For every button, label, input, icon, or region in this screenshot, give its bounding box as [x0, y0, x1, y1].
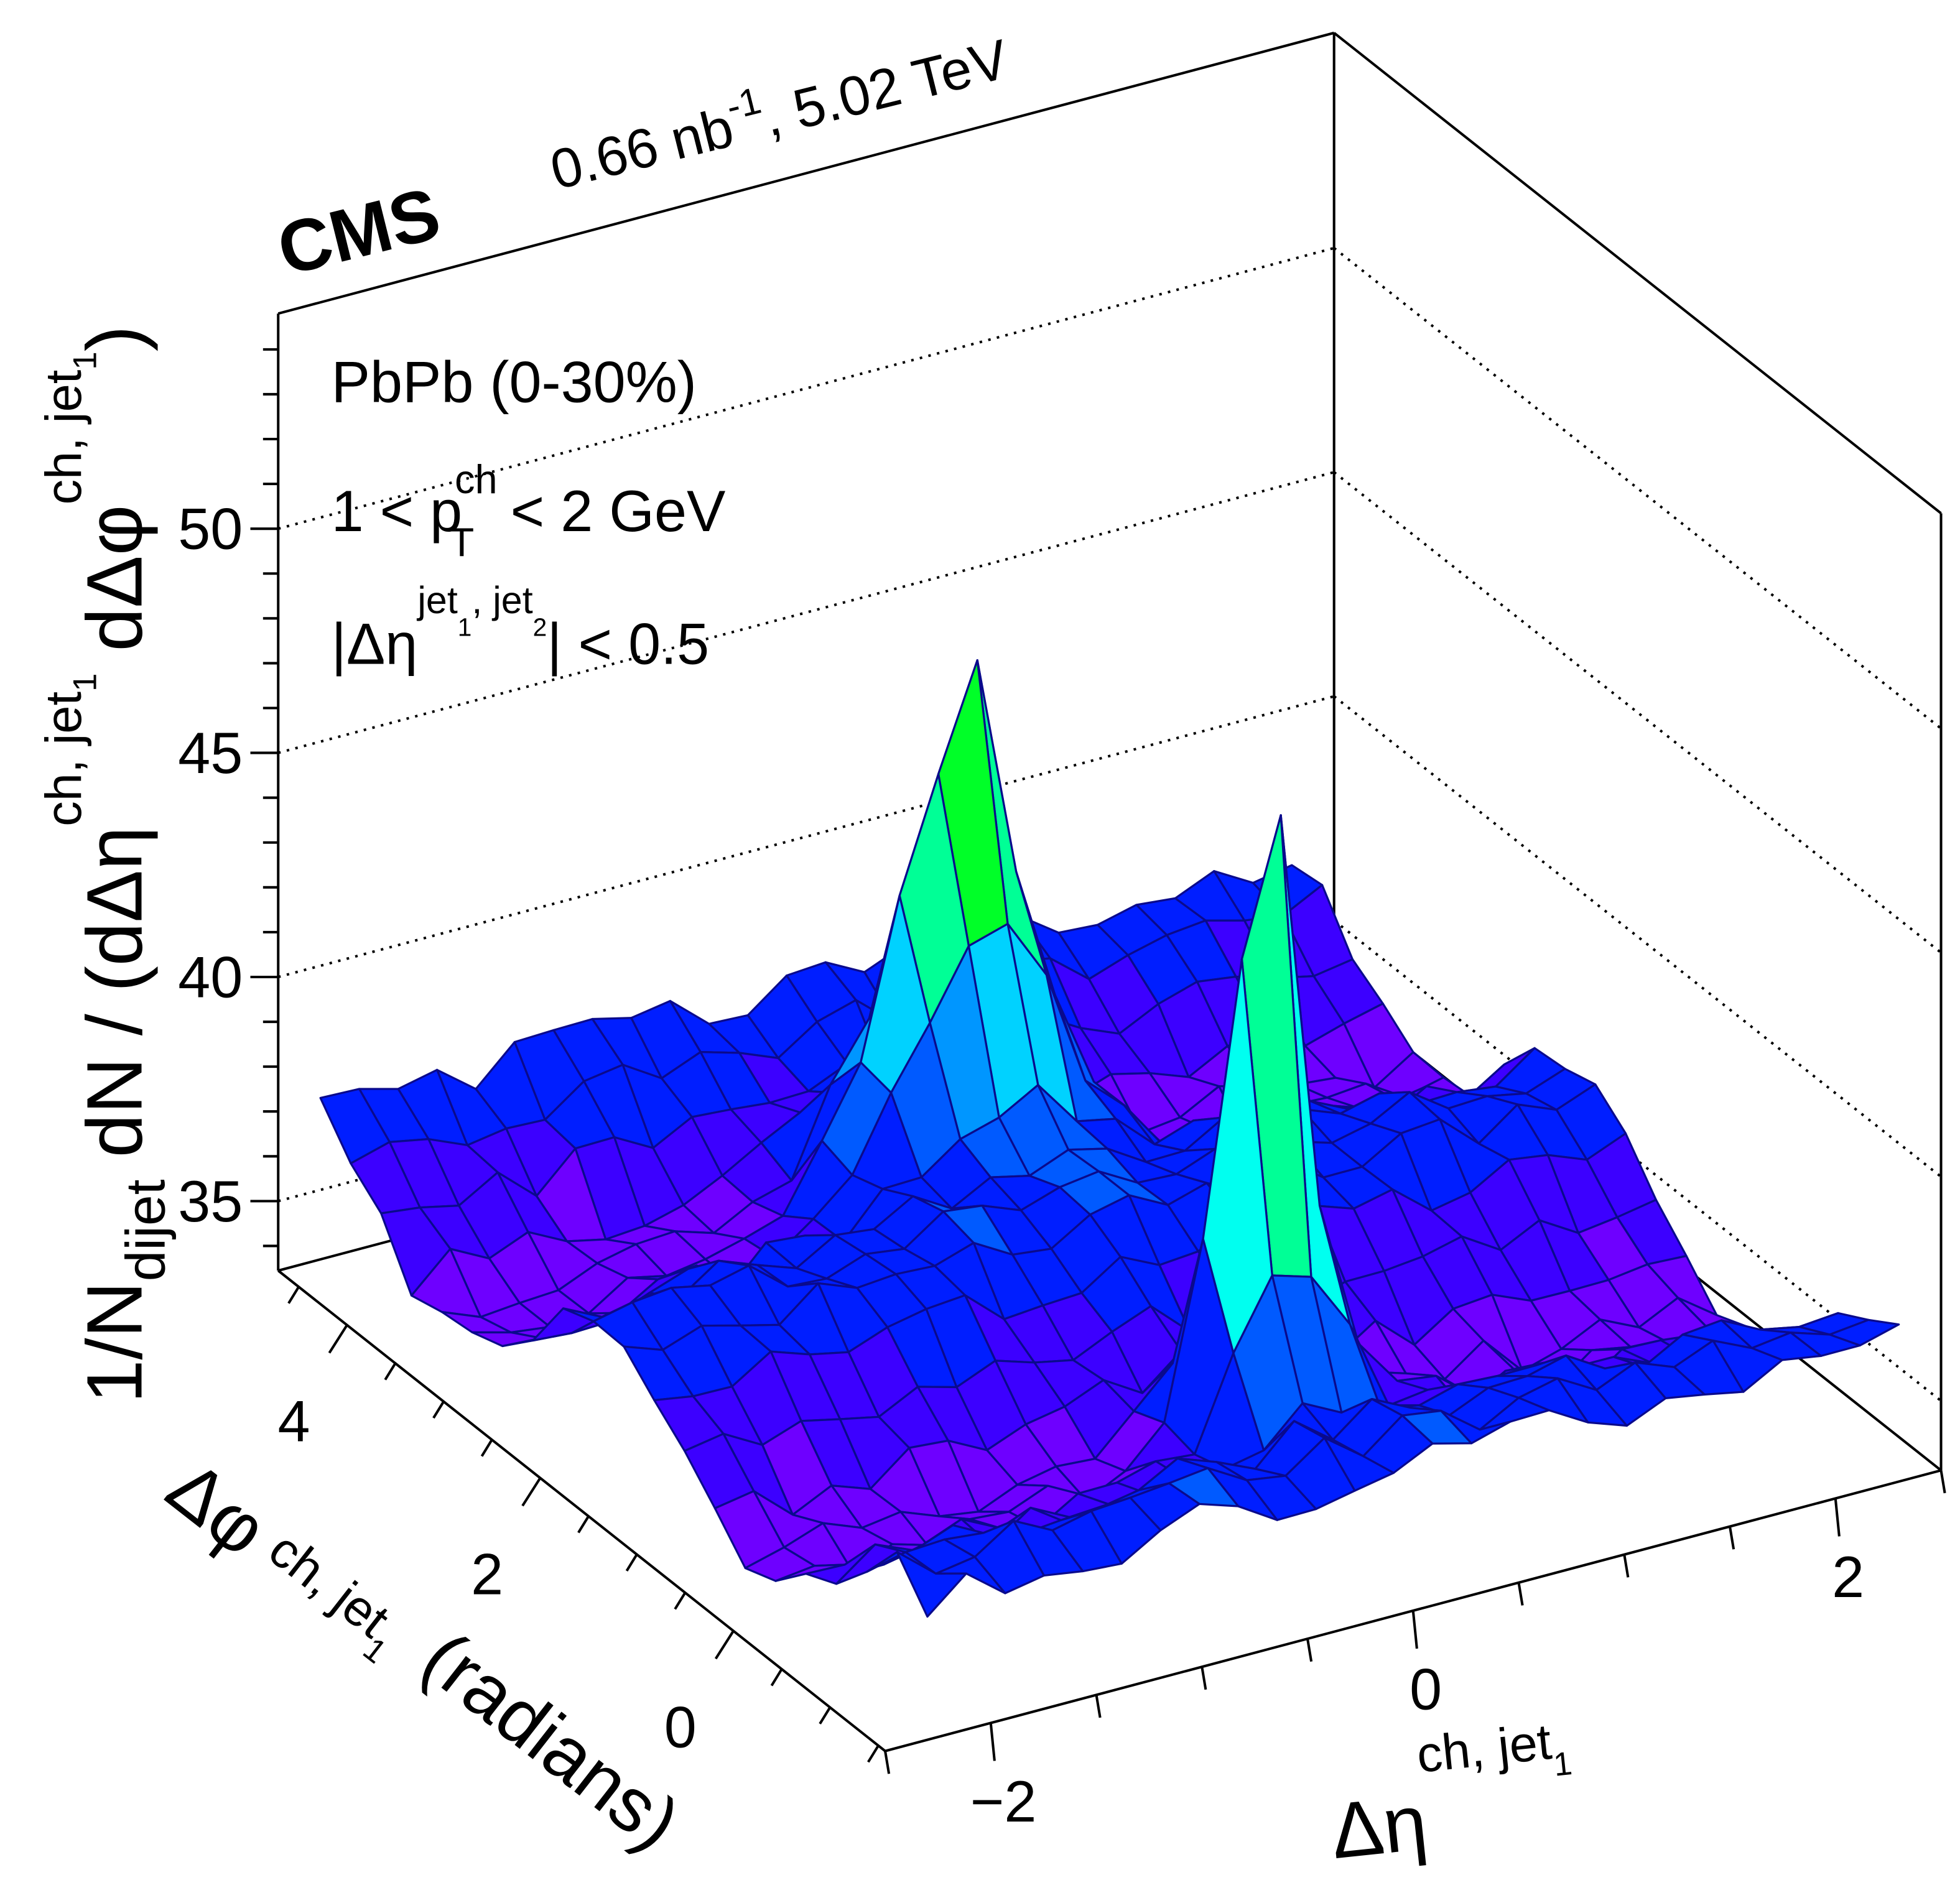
x-minor-tick [1939, 1470, 1946, 1494]
y-minor-tick [384, 1363, 397, 1381]
x-major-tick [1411, 1610, 1418, 1649]
x-minor-tick [1729, 1526, 1735, 1550]
x-axis-title-sup: ch, jet1 [1414, 1711, 1574, 1798]
annotation-system: PbPb (0-30%) [332, 349, 697, 414]
y-tick-label: 2 [471, 1542, 503, 1607]
surface-mesh [319, 659, 1900, 1618]
surface-cell [896, 1551, 967, 1618]
z-title-part2-sup-sub: 1 [67, 674, 104, 692]
deta-suffix: | < 0.5 [547, 611, 709, 676]
y-major-tick [521, 1477, 542, 1507]
x-axis-title-main: Δη [1327, 1778, 1431, 1875]
x-tick-label: −2 [970, 1769, 1037, 1834]
x-title-sup-sub: 1 [1552, 1745, 1574, 1784]
z-title-part3: dΔφ [71, 505, 159, 674]
x-tick-label: 2 [1832, 1544, 1864, 1609]
x-minor-tick [1517, 1582, 1524, 1606]
y-minor-tick [577, 1515, 590, 1534]
y-axis-unit: (radians) [407, 1615, 695, 1866]
pt-cut-prefix: 1 < p [332, 478, 463, 544]
box-edge-top-right [1333, 32, 1942, 514]
deta-sup-sub2: 2 [533, 613, 547, 642]
x-minor-tick [1306, 1638, 1313, 1662]
z-gridline-right-45 [1333, 471, 1942, 954]
lumi-energy-label: 0.66 nb-1, 5.02 TeV [542, 19, 1014, 201]
y-tick-label: 4 [277, 1389, 310, 1454]
z-axis-ticks: 35 40 45 50 [178, 348, 279, 1248]
x-major-tick [1834, 1498, 1841, 1537]
z-title-part2-sup: ch, jet [35, 692, 92, 827]
y-minor-tick [770, 1668, 783, 1687]
x-title-sup: ch, jet [1414, 1713, 1554, 1784]
y-axis-ticks: 0 2 4 [277, 1286, 880, 1763]
pt-cut-suffix: < 2 GeV [495, 478, 726, 544]
y-minor-tick [287, 1286, 300, 1304]
pt-cut-sup: ch [455, 456, 498, 502]
z-axis-title: 1/Ndijet dN / (dΔηch, jet1 dΔφch, jet1) [35, 325, 176, 1403]
y-title-main: Δφ [152, 1444, 282, 1572]
annotation-pt-cut: 1 < pch T < 2 GeV [332, 456, 726, 565]
z-title-part2: dN / (dΔη [71, 827, 159, 1180]
annotation-deta-cut: |Δηjet1, jet2| < 0.5 [332, 579, 709, 676]
y-major-tick [328, 1324, 348, 1354]
y-tick-label: 0 [664, 1695, 697, 1760]
cms-label: CMS [270, 172, 448, 290]
z-tick-label: 40 [178, 945, 243, 1010]
z-title-part1: 1/N [71, 1281, 159, 1403]
lumi-value: 0.66 nb [544, 96, 740, 201]
x-minor-tick [884, 1751, 891, 1774]
z-tick-label: 35 [178, 1169, 243, 1234]
y-minor-tick [674, 1591, 687, 1610]
deta-sup-mid: , jet [471, 579, 532, 621]
energy-value: , 5.02 TeV [757, 27, 1015, 148]
z-title-part3-sup: ch, jet [35, 370, 92, 505]
y-axis-title: Δφch, jet1 [152, 1444, 417, 1677]
x-axis-ticks: −2 0 2 [884, 1470, 1946, 1834]
y-major-tick [714, 1630, 735, 1660]
y-minor-tick [432, 1401, 445, 1419]
z-title-part4: ) [71, 325, 159, 351]
deta-sup: jet [416, 579, 457, 621]
y-minor-tick [625, 1554, 638, 1572]
x-minor-tick [1623, 1554, 1630, 1578]
deta-sup-sub1: 1 [458, 613, 472, 642]
deta-prefix: |Δη [332, 611, 418, 676]
x-minor-tick [1201, 1666, 1207, 1690]
y-minor-tick [867, 1744, 880, 1763]
z-tick-label: 45 [178, 720, 243, 785]
z-title-part1-sub: dijet [114, 1179, 176, 1281]
y-minor-tick [819, 1706, 832, 1725]
y-title-sup: ch, jet [259, 1521, 400, 1648]
y-minor-tick [480, 1439, 493, 1457]
z-tick-label: 50 [178, 496, 243, 562]
x-major-tick [989, 1723, 996, 1761]
pt-cut-sub: T [449, 520, 474, 565]
z-title-part3-sup-sub: 1 [67, 351, 104, 369]
z-gridline-right-50 [1333, 247, 1942, 729]
x-tick-label: 0 [1410, 1657, 1442, 1722]
x-minor-tick [1095, 1695, 1102, 1718]
y-axis-line [277, 1269, 886, 1753]
box-edge-top-back [277, 31, 1335, 315]
